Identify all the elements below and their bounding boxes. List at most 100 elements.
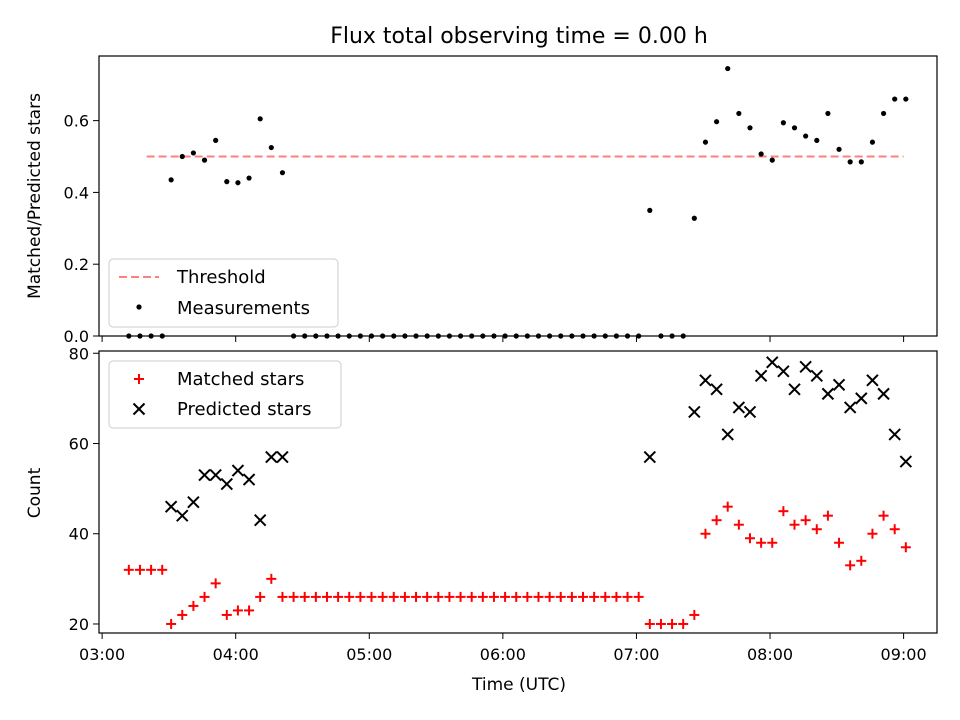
matched-point: [310, 591, 321, 602]
bottom-ytick-label: 20: [69, 615, 89, 634]
matched-point: [444, 591, 455, 602]
matched-point: [288, 591, 299, 602]
measurement-point: [213, 137, 219, 143]
matched-point: [255, 591, 266, 602]
legend-measurements-label: Measurements: [177, 298, 310, 319]
figure-title: Flux total observing time = 0.00 h: [330, 24, 708, 49]
predicted-point-b: [187, 495, 200, 509]
bottom-plot-frame: [98, 350, 938, 634]
matched-point: [244, 605, 255, 616]
measurement-point: [702, 139, 709, 145]
predicted-point: [643, 450, 657, 464]
matched-point: [789, 519, 800, 530]
top-plot-frame: [98, 55, 938, 337]
measurement-point: [736, 110, 742, 117]
legend-predicted-label: Predicted stars: [177, 399, 311, 420]
matched-point: [722, 501, 733, 512]
predicted-point-b: [253, 513, 267, 527]
measurement-point: [647, 207, 653, 213]
matched-point: [555, 591, 566, 602]
predicted-point-b: [688, 405, 701, 419]
predicted-point: [209, 468, 222, 482]
matched-point: [123, 564, 134, 575]
predicted-point-b: [866, 374, 879, 387]
matched-point: [878, 510, 889, 521]
matched-point: [533, 591, 544, 602]
matched-point: [355, 591, 366, 602]
predicted-point-b: [231, 464, 245, 477]
predicted-point-b: [877, 387, 890, 401]
matched-point: [433, 591, 444, 602]
matched-point: [422, 591, 433, 602]
predicted-point-b: [220, 477, 233, 491]
matched-point: [146, 564, 157, 575]
matched-point: [611, 591, 622, 602]
measurement-point: [814, 137, 820, 143]
matched-point: [466, 591, 477, 602]
predicted-point: [843, 401, 857, 414]
predicted-point: [164, 500, 178, 513]
predicted-point-b: [276, 450, 289, 464]
matched-point: [778, 506, 789, 517]
predicted-point: [721, 428, 734, 441]
matched-point: [700, 528, 711, 539]
matched-point: [834, 537, 845, 548]
measurement-point: [190, 150, 196, 156]
measurement-point: [257, 116, 263, 122]
predicted-point: [253, 513, 267, 527]
legend-matched-marker: [134, 374, 144, 384]
predicted-point-b: [209, 468, 222, 482]
matched-point: [321, 591, 332, 602]
predicted-point-b: [699, 374, 712, 387]
matched-point: [188, 600, 199, 611]
predicted-point: [788, 383, 801, 396]
matched-point: [344, 591, 355, 602]
predicted-point: [832, 378, 846, 392]
measurement-point: [869, 139, 876, 145]
measurement-point: [279, 170, 286, 176]
bottom-ytick-label: 60: [69, 434, 89, 453]
matched-point: [856, 555, 867, 566]
predicted-point: [888, 428, 901, 441]
predicted-point-b: [766, 356, 779, 369]
matched-point: [511, 591, 522, 602]
predicted-point: [688, 405, 701, 419]
matched-point: [210, 578, 221, 589]
bottom-plot: 20 40 60 80 03:00 04:00 05:00 06:00 07:00 08:00 0…: [25, 344, 938, 695]
measurement-point: [691, 215, 697, 221]
bottom-xtick-label: 05:00: [346, 645, 392, 664]
predicted-point: [766, 356, 779, 369]
predicted-point-b: [754, 369, 768, 383]
measurement-point: [168, 177, 174, 183]
predicted-point: [265, 450, 278, 464]
measurement-point: [201, 157, 208, 163]
matched-point: [199, 591, 210, 602]
predicted-point: [754, 369, 768, 383]
predicted-point: [866, 374, 879, 387]
matched-point: [811, 524, 822, 535]
matched-point: [578, 591, 589, 602]
matched-point: [767, 537, 778, 548]
measurement-point: [847, 159, 853, 165]
matched-point: [589, 591, 600, 602]
top-legend: Threshold Measurements: [108, 258, 339, 328]
measurement-point: [246, 175, 252, 181]
matched-point: [733, 519, 744, 530]
predicted-point: [231, 464, 245, 477]
matched-point: [900, 542, 911, 553]
measurement-point: [224, 179, 230, 185]
top-ytick-label: 0.0: [64, 327, 89, 346]
top-ytick-label: 0.2: [64, 255, 89, 274]
bottom-ytick-label: 40: [69, 525, 89, 544]
matched-point: [277, 591, 288, 602]
matched-point: [500, 591, 511, 602]
top-ytick-label: 0.6: [64, 112, 89, 131]
bottom-xtick-label: 08:00: [747, 645, 793, 664]
legend-threshold-label: Threshold: [176, 267, 266, 288]
matched-point: [366, 591, 377, 602]
predicted-point-b: [821, 387, 835, 401]
bottom-ytick-label: 80: [69, 344, 89, 363]
matched-point: [711, 515, 722, 526]
predicted-point: [198, 468, 211, 482]
matched-point: [477, 591, 488, 602]
